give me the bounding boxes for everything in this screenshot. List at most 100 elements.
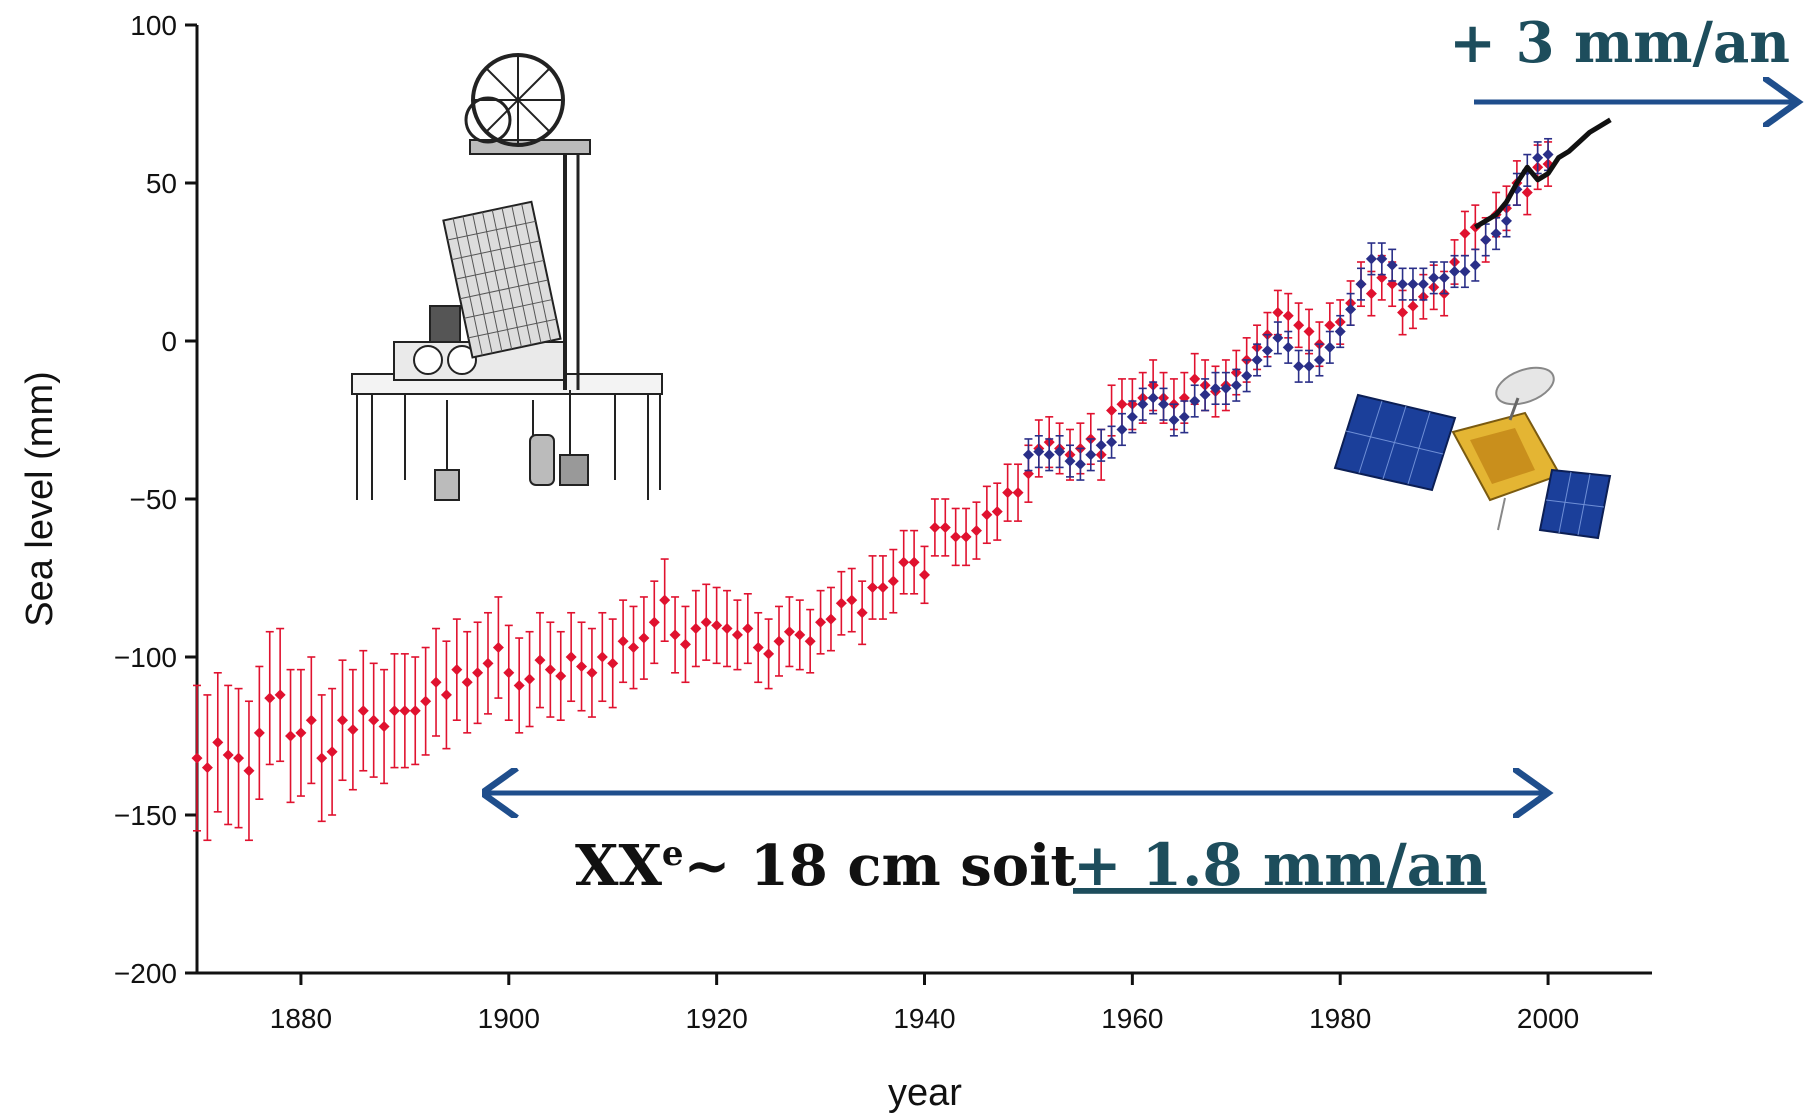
data-point (1002, 487, 1014, 499)
data-point (1365, 288, 1377, 300)
data-point (1085, 449, 1097, 461)
series-layer (191, 117, 1612, 842)
data-point (1386, 259, 1398, 271)
data-point (1376, 253, 1388, 265)
data-point (1428, 272, 1440, 284)
data-point (1345, 303, 1357, 315)
data-point (586, 667, 598, 679)
data-point (1210, 382, 1221, 394)
y-axis-label: Sea level (mm) (19, 371, 61, 627)
data-point (700, 616, 712, 628)
data-point (690, 623, 702, 635)
data-point (1407, 278, 1419, 290)
data-point (887, 575, 899, 587)
data-point (731, 629, 743, 641)
data-point (1220, 382, 1232, 394)
data-point (1261, 344, 1273, 356)
data-point (295, 727, 307, 739)
data-point (253, 727, 265, 739)
x-tick-label: 1980 (1309, 1003, 1371, 1034)
data-point (1199, 389, 1211, 401)
data-point (1480, 234, 1492, 246)
data-point (305, 714, 317, 726)
series-black (1474, 117, 1612, 230)
data-point (846, 594, 858, 606)
data-point (1282, 341, 1294, 353)
data-point (1106, 405, 1118, 417)
data-point (1303, 326, 1315, 338)
y-tick-label: −150 (114, 800, 177, 831)
data-point (919, 569, 930, 581)
data-point (773, 635, 785, 647)
data-point (1178, 411, 1190, 423)
data-point (1189, 395, 1201, 407)
data-point (1449, 265, 1461, 277)
century-prefix: XX (575, 833, 662, 899)
satellite-illustration (1333, 366, 1612, 540)
century-annotation: XXe~ 18 cm soit (575, 833, 1076, 899)
data-point (1438, 272, 1450, 284)
series-red (191, 141, 1554, 842)
data-point (1158, 398, 1170, 410)
data-point (222, 749, 234, 761)
data-point (711, 619, 723, 631)
data-point (1417, 278, 1429, 290)
y-tick-label: 50 (146, 168, 177, 199)
data-point (492, 642, 504, 654)
data-point (430, 676, 442, 688)
data-point (274, 689, 286, 701)
data-point (1033, 446, 1045, 458)
data-point (648, 616, 660, 628)
data-point (1542, 149, 1554, 161)
y-tick-label: −100 (114, 642, 177, 673)
top-rate-annotation: + 3 mm/an (1449, 10, 1790, 76)
data-point (1054, 446, 1066, 458)
data-point (1490, 228, 1502, 240)
data-point (1293, 360, 1305, 372)
data-point (1365, 253, 1377, 265)
data-point (524, 673, 536, 685)
data-point (1397, 307, 1409, 319)
data-point (1251, 354, 1263, 366)
data-point (950, 531, 962, 543)
data-point (679, 638, 691, 650)
y-tick-label: 0 (161, 326, 177, 357)
y-tick-label: −50 (130, 484, 178, 515)
x-tick-label: 1900 (478, 1003, 540, 1034)
data-point (1116, 423, 1128, 435)
data-point (721, 623, 733, 635)
data-point (1116, 398, 1128, 410)
data-point (1189, 373, 1201, 385)
data-point (804, 635, 816, 647)
data-point (1272, 332, 1284, 344)
x-tick-label: 1880 (270, 1003, 332, 1034)
data-point (264, 692, 276, 704)
data-point (929, 521, 941, 533)
data-point (939, 521, 951, 533)
data-point (565, 651, 577, 663)
x-tick-label: 1960 (1101, 1003, 1163, 1034)
data-point (991, 506, 1003, 518)
data-point (1407, 300, 1419, 312)
data-point (752, 642, 764, 654)
data-point (1324, 341, 1336, 353)
data-point (1521, 186, 1533, 198)
data-point (285, 730, 297, 742)
data-point (825, 613, 837, 625)
century-rate-annotation: + 1.8 mm/an (1073, 831, 1487, 899)
data-point (1334, 326, 1346, 338)
data-point (1168, 414, 1180, 426)
data-point (347, 724, 359, 736)
series-line (1474, 117, 1612, 230)
data-point (659, 594, 671, 606)
y-tick-label: 100 (130, 10, 177, 41)
data-point (1313, 354, 1325, 366)
data-point (908, 556, 920, 568)
data-point (628, 642, 639, 654)
data-point (1012, 487, 1024, 499)
data-point (1106, 436, 1118, 448)
data-point (783, 626, 795, 638)
data-point (388, 705, 400, 717)
data-point (534, 654, 546, 666)
